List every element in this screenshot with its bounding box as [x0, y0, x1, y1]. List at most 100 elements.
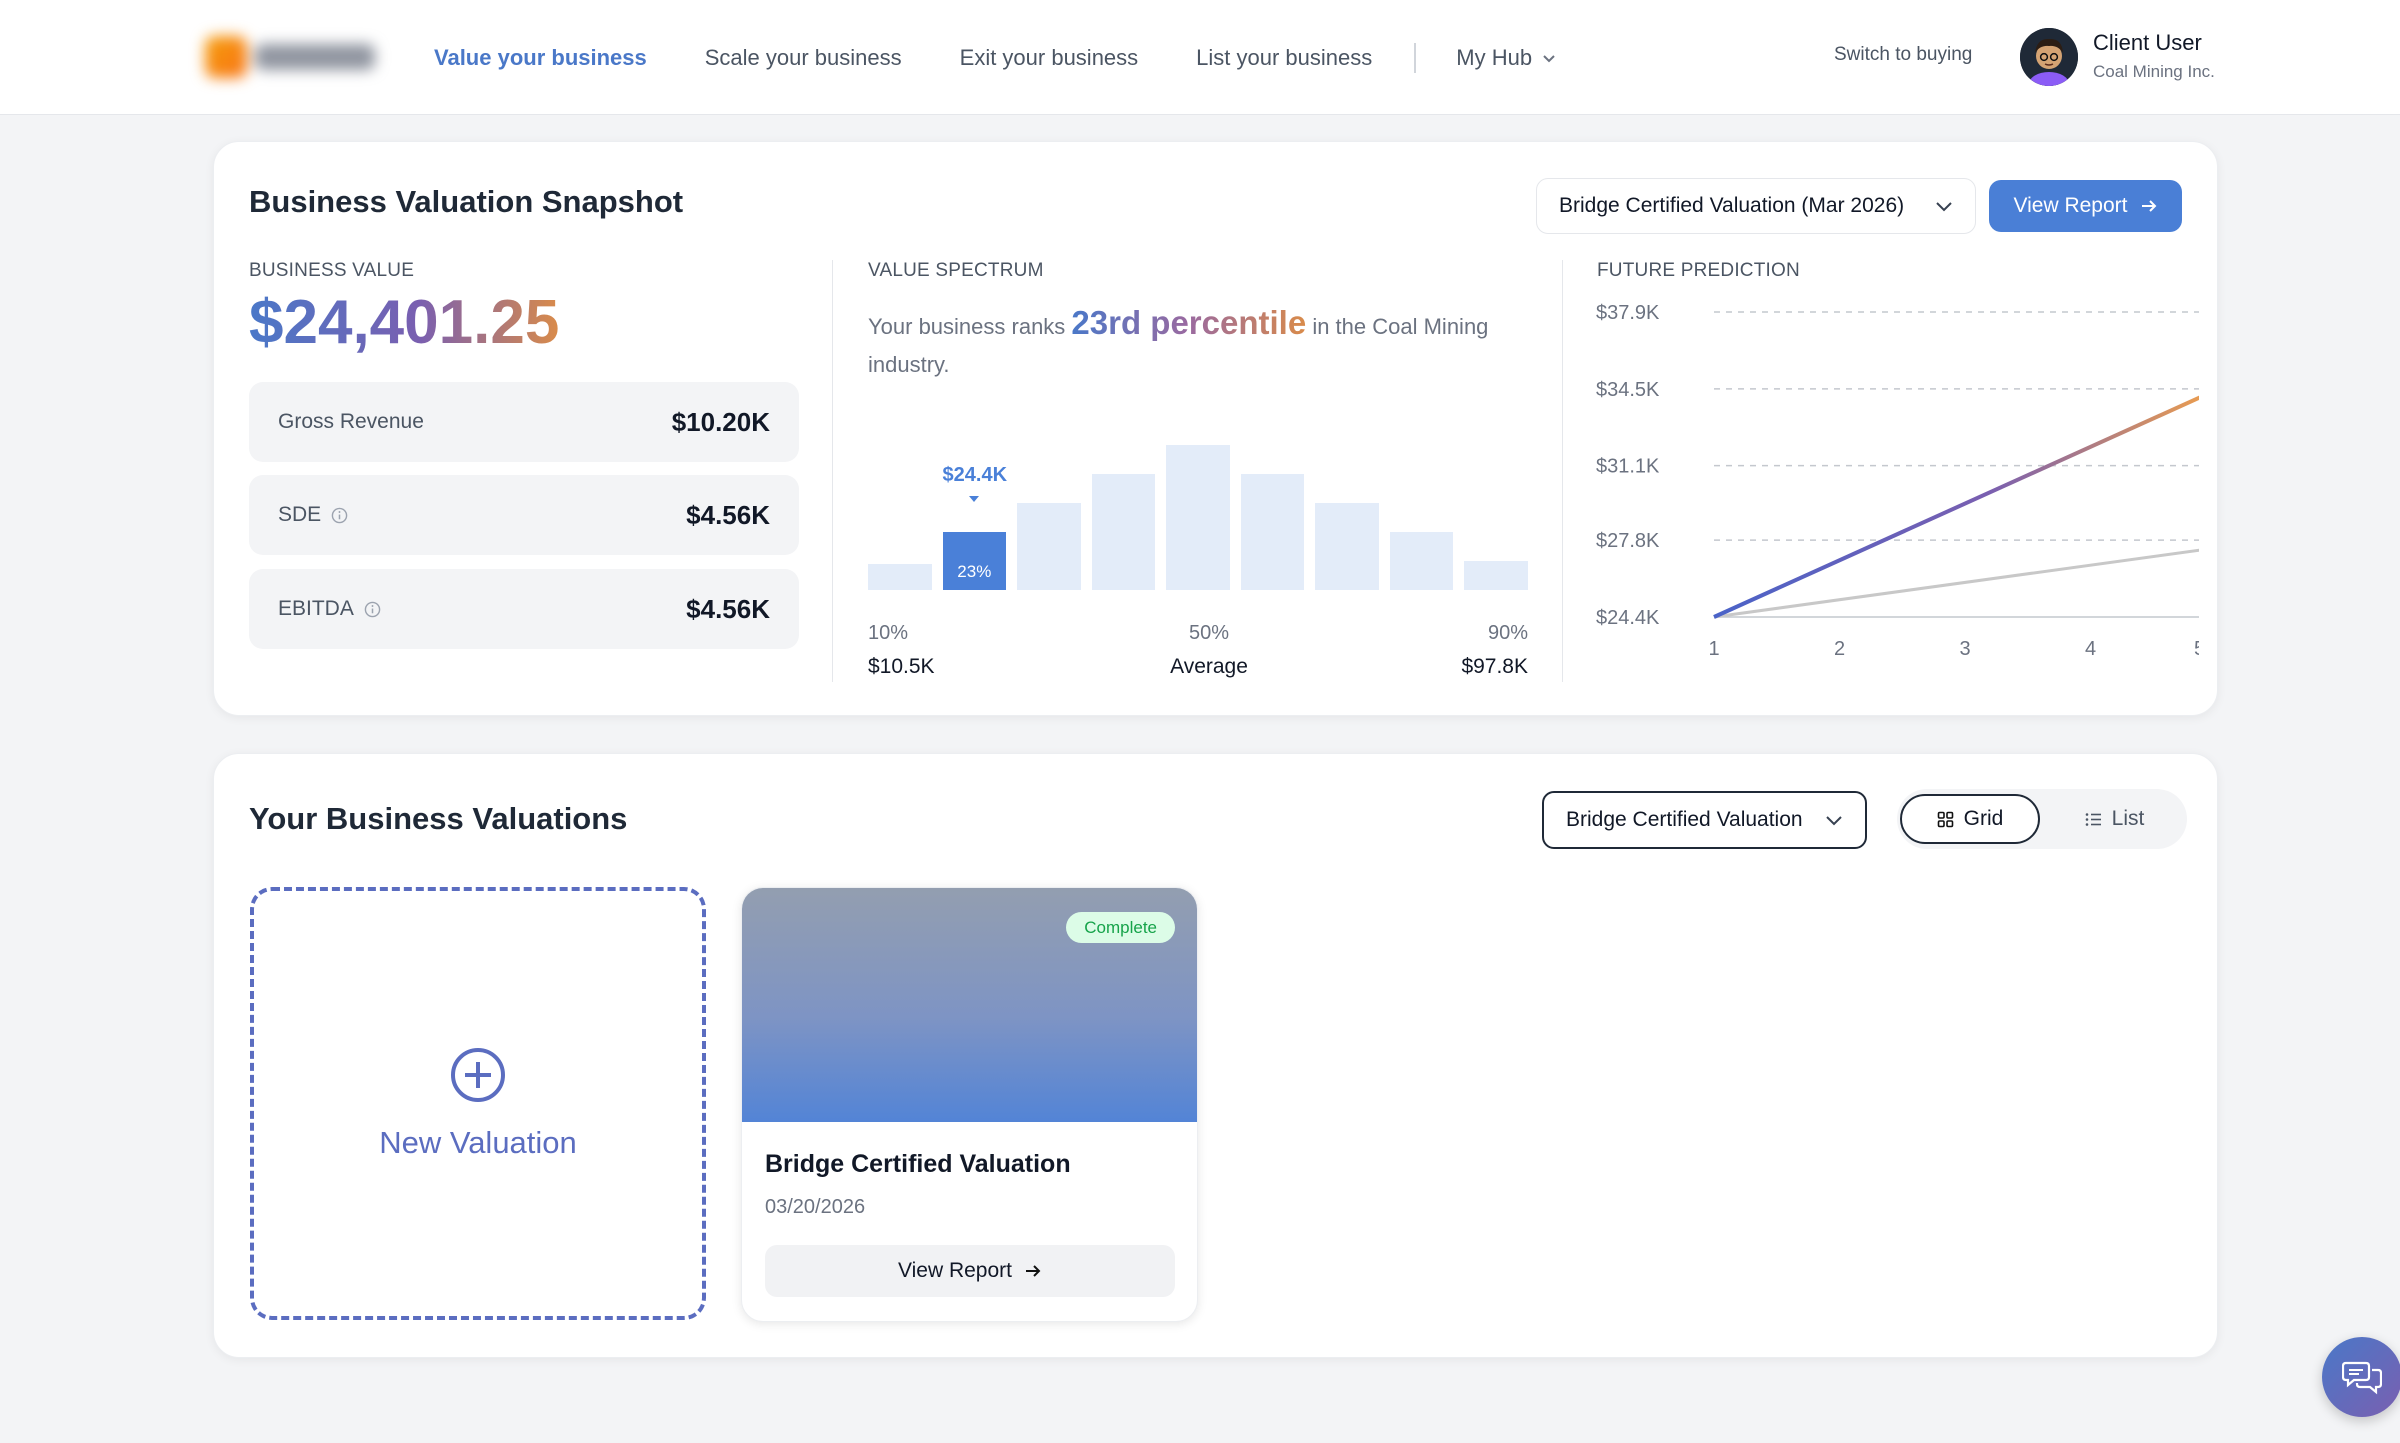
metric-label: EBITDA [278, 597, 354, 620]
spectrum-axis-pct: 10% [868, 622, 909, 644]
spectrum-bar [1389, 532, 1454, 590]
list-icon [2085, 812, 2101, 826]
business-value-label: BUSINESS VALUE [249, 260, 415, 281]
rank-text-prefix: Your business ranks [868, 314, 1072, 339]
spectrum-axis-pct: 90% [1487, 622, 1528, 644]
chevron-down-icon [1826, 816, 1842, 826]
spectrum-axis-value: $97.8K [1461, 655, 1528, 678]
column-divider [832, 260, 833, 682]
info-icon[interactable] [364, 601, 381, 618]
column-divider [1562, 260, 1563, 682]
valuation-card-date: 03/20/2026 [765, 1196, 866, 1218]
switch-to-buying-link[interactable]: Switch to buying [1834, 44, 1973, 65]
business-value: $24,401.25 [249, 288, 560, 357]
list-view-button[interactable]: List [2047, 794, 2182, 844]
valuations-title: Your Business Valuations [249, 801, 628, 836]
rank-text: Your business ranks 23rd percentile in t… [868, 304, 1508, 384]
valuation-card-view-report-button[interactable]: View Report [765, 1245, 1175, 1297]
info-icon[interactable] [331, 507, 348, 524]
future-prediction-chart: $37.9K$34.5K$31.1K$27.8K$24.4K12345 yrs$… [1596, 302, 2199, 660]
grid-view-button[interactable]: Grid [1900, 794, 2040, 844]
top-nav-bar: Value your business Scale your business … [0, 0, 2400, 115]
new-valuation-label: New Valuation [379, 1124, 577, 1160]
rank-text-suffix: in the Coal Mining industry. [868, 314, 1489, 377]
view-toggle: Grid List [1897, 789, 2187, 849]
view-report-label: View Report [2013, 194, 2128, 217]
user-name: Client User [2093, 30, 2202, 55]
future-prediction-label: FUTURE PREDICTION [1597, 260, 1800, 281]
metric-sde: SDE $4.56K [249, 475, 799, 555]
nav-divider [1414, 42, 1417, 73]
spectrum-bar-current: 23% [942, 532, 1007, 590]
view-report-label: View Report [897, 1259, 1012, 1282]
x-tick-label: 5 yrs [2194, 638, 2199, 660]
spectrum-current-value: $24.4K [942, 464, 1008, 486]
my-hub-dropdown[interactable]: My Hub [1456, 45, 1556, 71]
value-spectrum-chart: 23% [868, 445, 1528, 590]
chevron-down-icon [1543, 54, 1555, 62]
metric-value: $10.20K [671, 406, 770, 437]
metric-ebitda: EBITDA $4.56K [249, 569, 799, 649]
spectrum-bar [868, 563, 932, 590]
spectrum-bar [1017, 503, 1081, 590]
valuation-card-title: Bridge Certified Valuation [765, 1150, 1071, 1178]
value-spectrum-label: VALUE SPECTRUM [868, 260, 1044, 281]
grid-icon [1937, 811, 1953, 827]
metric-gross-revenue: Gross Revenue $10.20K [249, 382, 799, 462]
valuation-type-filter[interactable]: Bridge Certified Valuation [1542, 791, 1867, 849]
arrow-right-icon [1026, 1265, 1041, 1277]
main-nav: Value your business Scale your business … [434, 0, 1556, 115]
spectrum-bar [1315, 503, 1379, 590]
nav-value-your-business[interactable]: Value your business [434, 44, 647, 70]
plus-circle-icon [451, 1047, 505, 1102]
x-tick-label: 3 [1959, 638, 1970, 660]
y-tick-label: $34.5K [1596, 379, 1660, 401]
rank-percentile: 23rd percentile [1071, 304, 1307, 341]
status-badge: Complete [1066, 912, 1175, 943]
x-tick-label: 1 [1708, 638, 1719, 660]
valuation-card[interactable]: Complete Bridge Certified Valuation 03/2… [741, 887, 1198, 1322]
y-tick-label: $24.4K [1596, 607, 1660, 629]
chat-support-button[interactable] [2322, 1337, 2400, 1417]
user-company: Coal Mining Inc. [2093, 62, 2215, 81]
arrow-right-icon [2141, 200, 2156, 212]
spectrum-bar [1166, 445, 1230, 590]
valuation-select-value: Bridge Certified Valuation (Mar 2026) [1559, 194, 1905, 217]
chat-bubbles-icon [2342, 1361, 2382, 1395]
business-valuations-card: Your Business Valuations Bridge Certifie… [213, 753, 2218, 1358]
nav-list-your-business[interactable]: List your business [1196, 44, 1373, 70]
new-valuation-button[interactable]: New Valuation [250, 887, 706, 1320]
metric-value: $4.56K [686, 499, 770, 530]
valuation-snapshot-card: Business Valuation Snapshot Bridge Certi… [213, 141, 2218, 716]
caret-down-icon [969, 496, 980, 502]
view-report-button[interactable]: View Report [1989, 180, 2182, 232]
spectrum-bar [1240, 474, 1305, 590]
my-hub-label: My Hub [1456, 44, 1533, 70]
list-view-label: List [2111, 807, 2145, 830]
series-line-3pct [1713, 548, 2199, 619]
x-tick-label: 2 [1834, 638, 1845, 660]
y-tick-label: $31.1K [1596, 456, 1660, 478]
snapshot-title: Business Valuation Snapshot [249, 184, 684, 219]
grid-view-label: Grid [1963, 807, 2004, 830]
spectrum-axis-value: $10.5K [868, 655, 935, 678]
metric-value: $4.56K [686, 593, 770, 624]
spectrum-current-percentile: 23% [957, 562, 992, 581]
x-tick-label: 4 [2085, 638, 2096, 660]
y-tick-label: $37.9K [1596, 302, 1660, 324]
valuation-type-filter-value: Bridge Certified Valuation [1566, 808, 1803, 831]
y-tick-label: $27.8K [1596, 530, 1660, 552]
spectrum-axis-value: Average [1170, 655, 1248, 678]
chevron-down-icon [1936, 202, 1952, 212]
user-avatar[interactable] [2020, 28, 2078, 86]
brand-logo[interactable] [205, 30, 385, 84]
spectrum-axis-pct: 50% [1188, 622, 1230, 644]
valuation-select[interactable]: Bridge Certified Valuation (Mar 2026) [1536, 178, 1976, 234]
nav-scale-your-business[interactable]: Scale your business [704, 44, 902, 70]
nav-exit-your-business[interactable]: Exit your business [959, 44, 1139, 70]
spectrum-bar [1464, 561, 1528, 590]
metric-label: Gross Revenue [278, 410, 424, 433]
metric-label: SDE [278, 503, 322, 526]
spectrum-current-tooltip: $24.4K [943, 464, 1007, 510]
spectrum-bar [1091, 474, 1156, 590]
